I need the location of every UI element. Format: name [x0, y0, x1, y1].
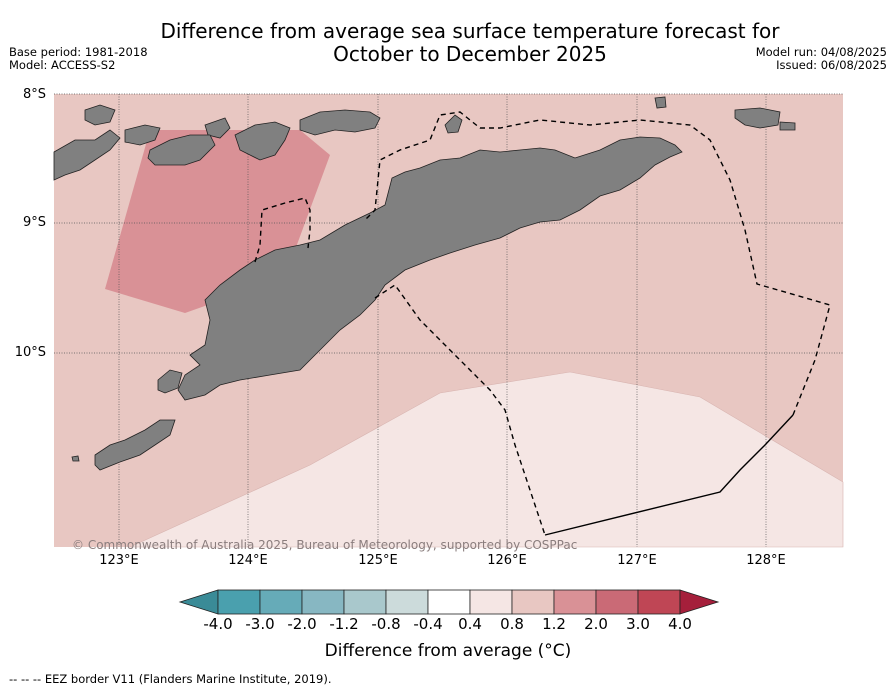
colorbar-tick: -0.4 — [413, 615, 443, 633]
model-run: Model run: 04/08/2025 — [755, 45, 887, 59]
wetar-island — [299, 109, 381, 136]
eez-border — [254, 111, 831, 536]
colorbar-tick: -2.0 — [287, 615, 317, 633]
colorbar-max-arrow — [679, 589, 720, 615]
lat-label-8s: 8°S — [22, 87, 46, 102]
timor-island — [177, 136, 683, 401]
colorbar-label: Difference from average (°C) — [324, 641, 572, 661]
lon-label-126e: 126°E — [487, 553, 527, 568]
kisar-island — [654, 96, 667, 109]
map-title: Difference from average sea surface temp… — [140, 20, 800, 66]
land — [53, 96, 796, 471]
title-line-1: Difference from average sea surface temp… — [160, 19, 780, 43]
colorbar-tick: 2.0 — [584, 615, 608, 633]
moa-island — [779, 121, 796, 131]
colorbar-tick: -1.2 — [329, 615, 359, 633]
colorbar-swatch-3 — [301, 589, 345, 615]
atauro-island — [444, 114, 463, 134]
flores-tip — [53, 129, 121, 181]
colorbar-tick: 3.0 — [626, 615, 650, 633]
colorbar-swatch-1 — [217, 589, 261, 615]
eez-footnote: -- -- -- EEZ border V11 (Flanders Marine… — [9, 672, 332, 686]
meta-right: Model run: 04/08/2025 Issued: 06/08/2025 — [756, 46, 887, 72]
leti-island — [734, 107, 781, 129]
lembata-island — [147, 134, 216, 166]
colorbar-swatch-4 — [343, 589, 387, 615]
colorbar-swatch-7 — [469, 589, 513, 615]
rote-island — [94, 419, 176, 471]
ndao-island — [71, 455, 80, 462]
base-period: Base period: 1981-2018 — [9, 45, 148, 59]
lat-label-10s: 10°S — [14, 345, 46, 360]
colorbar-swatch-10 — [595, 589, 639, 615]
colorbar-tick: -4.0 — [203, 615, 233, 633]
meta-left: Base period: 1981-2018 Model: ACCESS-S2 — [9, 46, 148, 72]
semau-island — [157, 369, 183, 394]
lon-label-124e: 124°E — [228, 553, 268, 568]
colorbar-tick: 0.4 — [458, 615, 482, 633]
colorbar-swatch-5 — [385, 589, 429, 615]
lon-label-127e: 127°E — [617, 553, 657, 568]
sea-anomaly-light — [129, 371, 844, 548]
colorbar-tick: 0.8 — [500, 615, 524, 633]
lat-label-9s: 9°S — [22, 215, 46, 230]
colorbar-tick: 4.0 — [668, 615, 692, 633]
colorbar-swatch-6 — [427, 589, 471, 615]
colorbar-swatch-8 — [511, 589, 555, 615]
colorbar-tick: 1.2 — [542, 615, 566, 633]
colorbar-min-arrow — [178, 589, 219, 615]
colorbar — [178, 589, 720, 615]
copyright-notice: © Commonwealth of Australia 2025, Bureau… — [72, 538, 578, 552]
adonara-island — [124, 124, 161, 146]
colorbar-swatch-2 — [259, 589, 303, 615]
model-name: Model: ACCESS-S2 — [9, 58, 116, 72]
issued-date: Issued: 06/08/2025 — [776, 58, 887, 72]
lon-label-123e: 123°E — [99, 553, 139, 568]
title-line-2: October to December 2025 — [333, 42, 607, 66]
lon-label-128e: 128°E — [746, 553, 786, 568]
colorbar-tick: -3.0 — [245, 615, 275, 633]
pantar-island — [204, 117, 231, 139]
colorbar-swatch-11 — [637, 589, 681, 615]
alor-island — [234, 121, 291, 161]
colorbar-tick: -0.8 — [371, 615, 401, 633]
small-island-nw — [84, 104, 116, 126]
lon-label-125e: 125°E — [358, 553, 398, 568]
colorbar-swatch-9 — [553, 589, 597, 615]
